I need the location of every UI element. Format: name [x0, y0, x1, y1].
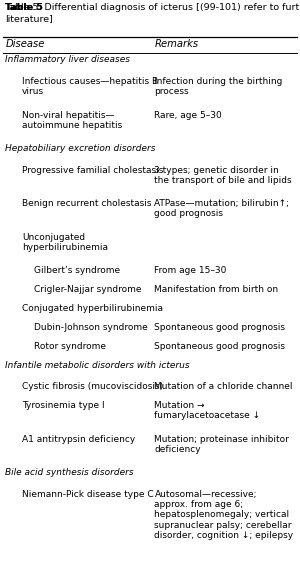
- Text: Tyrosinemia type I: Tyrosinemia type I: [22, 401, 104, 410]
- Text: Gilbert’s syndrome: Gilbert’s syndrome: [34, 266, 120, 275]
- Text: Manifestation from birth on: Manifestation from birth on: [154, 285, 279, 294]
- Text: Mutation →
fumarylacetoacetase ↓: Mutation → fumarylacetoacetase ↓: [154, 401, 261, 420]
- Text: Progressive familial cholestasis: Progressive familial cholestasis: [22, 165, 163, 174]
- Text: From age 15–30: From age 15–30: [154, 266, 227, 275]
- Text: Autosomal—recessive;
approx. from age 6;
hepatosplenomegaly; vertical
supranucle: Autosomal—recessive; approx. from age 6;…: [154, 490, 294, 540]
- Text: Remarks: Remarks: [154, 39, 199, 49]
- Text: ATPase—mutation; bilirubin↑;
good prognosis: ATPase—mutation; bilirubin↑; good progno…: [154, 199, 290, 219]
- Text: Table 5  Differential diagnosis of icterus [(99-101) refer to further
literature: Table 5 Differential diagnosis of icteru…: [5, 3, 300, 23]
- Text: Infectious causes—hepatitis B
virus: Infectious causes—hepatitis B virus: [22, 77, 158, 97]
- Text: Mutation; proteinase inhibitor
deficiency: Mutation; proteinase inhibitor deficienc…: [154, 435, 290, 454]
- Text: Bile acid synthesis disorders: Bile acid synthesis disorders: [5, 468, 134, 477]
- Text: Infantile metabolic disorders with icterus: Infantile metabolic disorders with icter…: [5, 361, 190, 370]
- Text: Table 5: Table 5: [5, 3, 43, 12]
- Text: Rare, age 5–30: Rare, age 5–30: [154, 111, 222, 119]
- Text: Benign recurrent cholestasis: Benign recurrent cholestasis: [22, 199, 152, 208]
- Text: 3 types; genetic disorder in
the transport of bile and lipids: 3 types; genetic disorder in the transpo…: [154, 165, 292, 185]
- Text: Niemann-Pick disease type C: Niemann-Pick disease type C: [22, 490, 154, 499]
- Text: Spontaneous good prognosis: Spontaneous good prognosis: [154, 342, 286, 351]
- Text: Unconjugated
hyperbilirubinemia: Unconjugated hyperbilirubinemia: [22, 232, 108, 252]
- Text: Hepatobiliary excretion disorders: Hepatobiliary excretion disorders: [5, 144, 156, 153]
- Text: Infection during the birthing
process: Infection during the birthing process: [154, 77, 283, 97]
- Text: Cystic fibrosis (mucoviscidosis): Cystic fibrosis (mucoviscidosis): [22, 382, 163, 391]
- Text: Inflammatory liver diseases: Inflammatory liver diseases: [5, 56, 130, 65]
- Text: A1 antitrypsin deficiency: A1 antitrypsin deficiency: [22, 435, 135, 444]
- Text: Rotor syndrome: Rotor syndrome: [34, 342, 106, 351]
- Text: Mutation of a chloride channel: Mutation of a chloride channel: [154, 382, 293, 391]
- Text: Non-viral hepatitis—
autoimmune hepatitis: Non-viral hepatitis— autoimmune hepatiti…: [22, 111, 122, 130]
- Text: Crigler-Najjar syndrome: Crigler-Najjar syndrome: [34, 285, 141, 294]
- Text: Spontaneous good prognosis: Spontaneous good prognosis: [154, 323, 286, 332]
- Text: Dubin-Johnson syndrome: Dubin-Johnson syndrome: [34, 323, 148, 332]
- Text: Conjugated hyperbilirubinemia: Conjugated hyperbilirubinemia: [22, 304, 163, 313]
- Text: Disease: Disease: [5, 39, 45, 49]
- Text: Table 5: Table 5: [5, 3, 43, 12]
